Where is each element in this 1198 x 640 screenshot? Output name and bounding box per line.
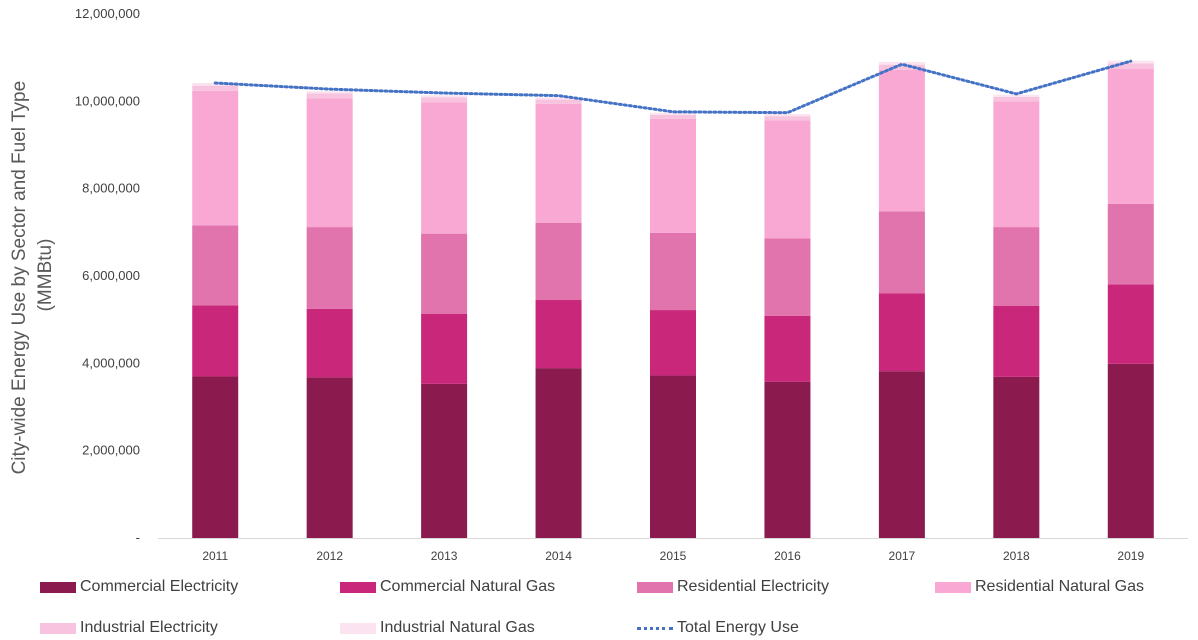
bar-segment-residential-natural-gas [993,101,1040,228]
bar-segment-residential-natural-gas [192,90,239,226]
bar-segment-industrial-electricity [993,96,1040,102]
legend-item: Total Energy Use [637,619,799,637]
legend-item: Commercial Natural Gas [340,578,555,596]
bar-segment-residential-natural-gas [764,120,811,239]
legend-label: Commercial Electricity [80,578,239,595]
bar-segment-industrial-natural-gas [421,95,468,98]
bar-segment-industrial-electricity [1107,63,1154,70]
x-tick-label: 2018 [1003,549,1030,563]
bar-segment-commercial-electricity [1107,363,1154,538]
legend-line-swatch [637,626,673,630]
bar-stacks [192,60,1154,538]
y-axis-label-line-2: (MMBtu) [35,239,56,312]
x-tick-label: 2016 [774,549,801,563]
x-tick-label: 2017 [889,549,916,563]
bar-segment-residential-natural-gas [306,98,353,228]
bar-segment-residential-electricity [306,227,353,309]
bar-segment-commercial-electricity [878,371,925,538]
legend-item: Industrial Electricity [40,619,218,637]
bar-segment-commercial-natural-gas [878,293,925,372]
legend-label: Commercial Natural Gas [380,578,556,595]
bar-segment-industrial-electricity [764,116,811,121]
legend-swatch [340,581,376,593]
y-axis-label: City-wide Energy Use by Sector and Fuel … [9,76,56,475]
bar-segment-commercial-natural-gas [306,308,353,378]
bar-segment-residential-electricity [993,227,1040,306]
legend-item: Industrial Natural Gas [340,619,535,637]
y-axis-label-line-1: City-wide Energy Use by Sector and Fuel … [9,81,30,475]
total-energy-use-line [213,59,1133,115]
y-tick-label: 12,000,000 [75,6,140,21]
x-tick-label: 2019 [1117,549,1144,563]
legend-label: Residential Electricity [677,578,830,595]
legend-label: Total Energy Use [677,619,799,636]
legend: Commercial Electricity Commercial Natural… [0,570,1198,640]
y-tick-label: 8,000,000 [82,181,140,196]
x-tick-label: 2012 [316,549,343,563]
bar-segment-industrial-natural-gas [993,94,1040,97]
y-tick-label: 4,000,000 [82,355,140,370]
bar-segment-commercial-natural-gas [650,310,696,376]
bar-segment-commercial-electricity [306,377,353,538]
bar-segment-commercial-electricity [192,376,239,538]
bar-segment-commercial-natural-gas [535,300,582,369]
bar-segment-residential-natural-gas [421,102,468,234]
legend-item: Residential Natural Gas [935,578,1144,596]
bar-segment-commercial-electricity [650,375,696,538]
legend-label: Industrial Natural Gas [380,619,535,636]
legend-swatch [40,622,76,634]
y-tick-label: 2,000,000 [82,443,140,458]
bar-segment-residential-electricity [535,222,582,301]
bar-segment-industrial-electricity [650,114,696,119]
bar-segment-commercial-natural-gas [421,313,468,384]
y-tick-label: 6,000,000 [82,268,140,283]
bar-segment-commercial-electricity [535,368,582,538]
x-axis-ticks: 2011 2012 2013 2014 2015 2016 2017 2018 2019 [202,549,1144,563]
svg-text:City-wide Energy Use by Sector: City-wide Energy Use by Sector and Fuel … [9,76,56,475]
legend-item: Residential Electricity [637,578,829,596]
bar-segment-industrial-electricity [878,64,925,70]
bar-segment-commercial-natural-gas [192,305,239,377]
legend-swatch [340,622,376,634]
x-tick-label: 2011 [202,549,228,563]
bar-segment-commercial-electricity [421,383,468,538]
bar-segment-industrial-electricity [192,85,239,91]
y-tick-label: 10,000,000 [75,93,140,108]
legend-swatch [637,581,673,593]
legend-label: Industrial Electricity [80,619,218,636]
y-axis-ticks: - 2,000,000 4,000,000 6,000,000 8,000,000 10,… [75,6,140,545]
bar-segment-industrial-electricity [306,93,353,99]
bar-segment-residential-natural-gas [535,103,582,223]
bar-segment-commercial-electricity [993,376,1040,538]
bar-segment-residential-natural-gas [878,69,925,212]
line-series [213,59,1133,115]
x-tick-label: 2013 [431,549,458,563]
bar-segment-residential-electricity [650,232,696,311]
bar-segment-residential-electricity [192,225,239,306]
legend-swatch [40,581,76,593]
bar-segment-industrial-natural-gas [306,91,353,94]
bar-segment-residential-natural-gas [1107,69,1154,204]
bar-segment-residential-electricity [1107,203,1154,285]
bar-segment-industrial-natural-gas [650,112,696,115]
legend-label: Residential Natural Gas [975,578,1144,595]
x-tick-label: 2015 [660,549,687,563]
legend-item: Commercial Electricity [40,578,238,596]
bar-segment-industrial-electricity [421,97,468,103]
bar-segment-industrial-electricity [535,99,582,104]
bar-segment-residential-electricity [764,238,811,316]
bar-segment-commercial-natural-gas [764,315,811,382]
x-tick-label: 2014 [545,549,572,563]
bar-segment-industrial-natural-gas [764,113,811,117]
bar-segment-commercial-natural-gas [993,305,1040,377]
bar-segment-industrial-natural-gas [535,97,582,100]
bar-segment-commercial-natural-gas [1107,284,1154,364]
legend-swatch [935,581,971,593]
bar-segment-residential-natural-gas [650,118,696,233]
y-tick-label: - [136,530,140,545]
bar-segment-residential-electricity [878,211,925,294]
bar-segment-commercial-electricity [764,381,811,538]
bar-segment-residential-electricity [421,233,468,314]
